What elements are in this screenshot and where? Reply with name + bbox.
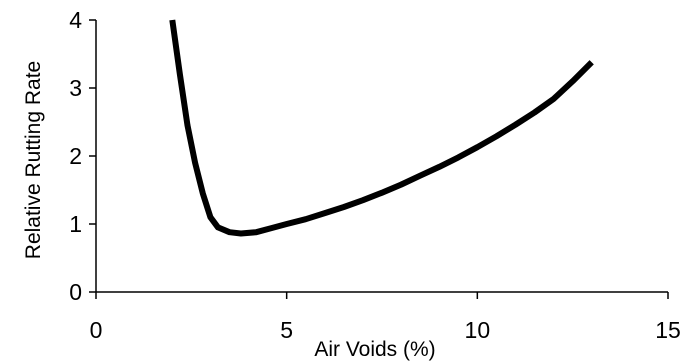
y-tick-label: 0 (69, 279, 82, 305)
y-tick-label: 1 (69, 211, 82, 237)
axis-ticks: 0 1 2 3 4 0 5 10 15 (69, 7, 681, 343)
y-tick-label: 4 (69, 7, 82, 33)
series-line (169, 19, 594, 237)
x-axis-label: Air Voids (%) (314, 338, 435, 361)
y-axis-label: Relative Rutting Rate (22, 61, 45, 259)
x-tick-label: 0 (90, 317, 103, 343)
y-tick-label: 3 (69, 75, 82, 101)
x-tick-label: 5 (280, 317, 293, 343)
y-tick-label: 2 (69, 143, 82, 169)
x-tick-label: 10 (465, 317, 491, 343)
series-layer (169, 19, 594, 237)
x-tick-label: 15 (655, 317, 681, 343)
axes (95, 20, 668, 293)
